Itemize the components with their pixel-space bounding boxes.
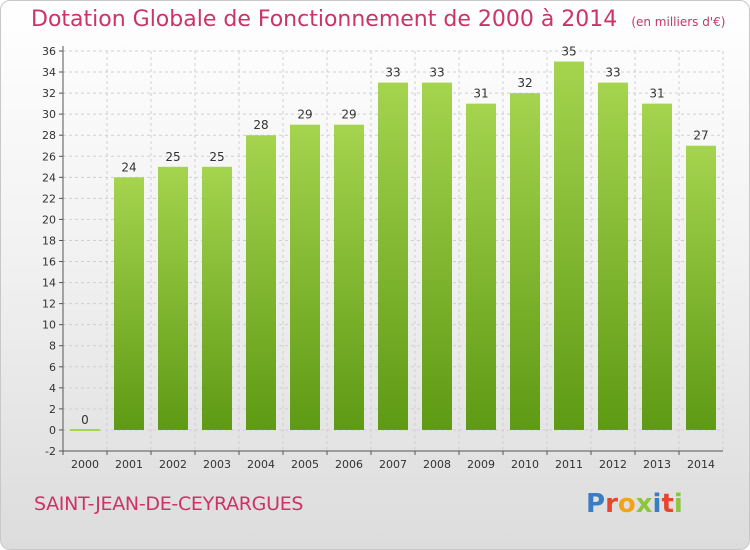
proxiti-logo: Proxiti	[586, 489, 683, 519]
bar	[598, 82, 628, 430]
x-tick-label: 2009	[467, 458, 495, 471]
bars	[70, 61, 716, 431]
x-tick-label: 2010	[511, 458, 539, 471]
x-tick-label: 2008	[423, 458, 451, 471]
logo-letter: o	[617, 489, 636, 519]
bar	[466, 103, 496, 430]
bar	[246, 135, 276, 430]
logo-letter: P	[586, 489, 606, 519]
y-tick-label: 18	[42, 234, 56, 247]
bar	[686, 145, 716, 430]
x-tick-label: 2005	[291, 458, 319, 471]
logo-letter: i	[652, 489, 662, 519]
logo-letter: t	[661, 489, 674, 519]
bar	[158, 166, 188, 430]
x-tick-label: 2011	[555, 458, 583, 471]
logo-letter: r	[605, 489, 618, 519]
bar	[378, 82, 408, 430]
data-label: 27	[693, 129, 708, 143]
chart-title-text: Dotation Globale de Fonctionnement de 20…	[31, 7, 618, 32]
bar	[290, 124, 320, 430]
y-tick-label: 12	[42, 298, 56, 311]
x-tick-label: 2000	[71, 458, 99, 471]
data-label: 29	[341, 108, 356, 122]
y-tick-label: 30	[42, 108, 56, 121]
logo-letter: x	[635, 489, 653, 519]
commune-name: SAINT-JEAN-DE-CEYRARGUES	[34, 493, 304, 515]
data-label: 28	[253, 118, 268, 132]
data-label: 25	[209, 150, 224, 164]
data-label: 29	[297, 108, 312, 122]
chart-unit-label: (en milliers d'€)	[631, 15, 726, 29]
y-tick-label: -2	[45, 445, 56, 458]
data-label: 31	[473, 87, 488, 101]
y-tick-label: 28	[42, 129, 56, 142]
x-tick-label: 2012	[599, 458, 627, 471]
x-tick-label: 2004	[247, 458, 275, 471]
data-label: 33	[385, 66, 400, 80]
data-label: 33	[429, 66, 444, 80]
y-tick-label: 16	[42, 256, 56, 269]
y-tick-label: 32	[42, 87, 56, 100]
bar	[202, 166, 232, 430]
bar	[642, 103, 672, 430]
y-tick-label: 20	[42, 213, 56, 226]
data-label: 32	[517, 76, 532, 90]
data-label: 25	[165, 150, 180, 164]
bar	[422, 82, 452, 430]
x-tick-label: 2002	[159, 458, 187, 471]
logo-letter: i	[673, 489, 683, 519]
y-tick-label: 36	[42, 45, 56, 58]
y-tick-label: 14	[42, 277, 56, 290]
data-label: 0	[81, 413, 89, 427]
bar	[554, 61, 584, 430]
x-tick-label: 2013	[643, 458, 671, 471]
data-label: 35	[561, 45, 576, 59]
data-label: 31	[649, 87, 664, 101]
data-label: 24	[121, 160, 136, 174]
bar	[510, 93, 540, 430]
x-tick-label: 2003	[203, 458, 231, 471]
data-label: 33	[605, 66, 620, 80]
y-tick-label: 22	[42, 192, 56, 205]
bar	[114, 177, 144, 430]
x-tick-label: 2007	[379, 458, 407, 471]
x-tick-label: 2014	[687, 458, 715, 471]
data-labels: 0 24 25 25 28 29 29 33 33 31 32 35 33 31 27	[81, 45, 708, 427]
y-tick-label: 24	[42, 171, 56, 184]
y-tick-label: 4	[49, 382, 56, 395]
y-tick-label: 26	[42, 150, 56, 163]
x-tick-label: 2006	[335, 458, 363, 471]
bar	[334, 124, 364, 430]
y-tick-label: 10	[42, 319, 56, 332]
y-tick-label: 0	[49, 424, 56, 437]
y-tick-label: 34	[42, 66, 56, 79]
x-tick-label: 2001	[115, 458, 143, 471]
y-tick-label: 6	[49, 361, 56, 374]
y-tick-label: 2	[49, 403, 56, 416]
chart-title: Dotation Globale de Fonctionnement de 20…	[31, 7, 725, 32]
y-tick-label: 8	[49, 340, 56, 353]
